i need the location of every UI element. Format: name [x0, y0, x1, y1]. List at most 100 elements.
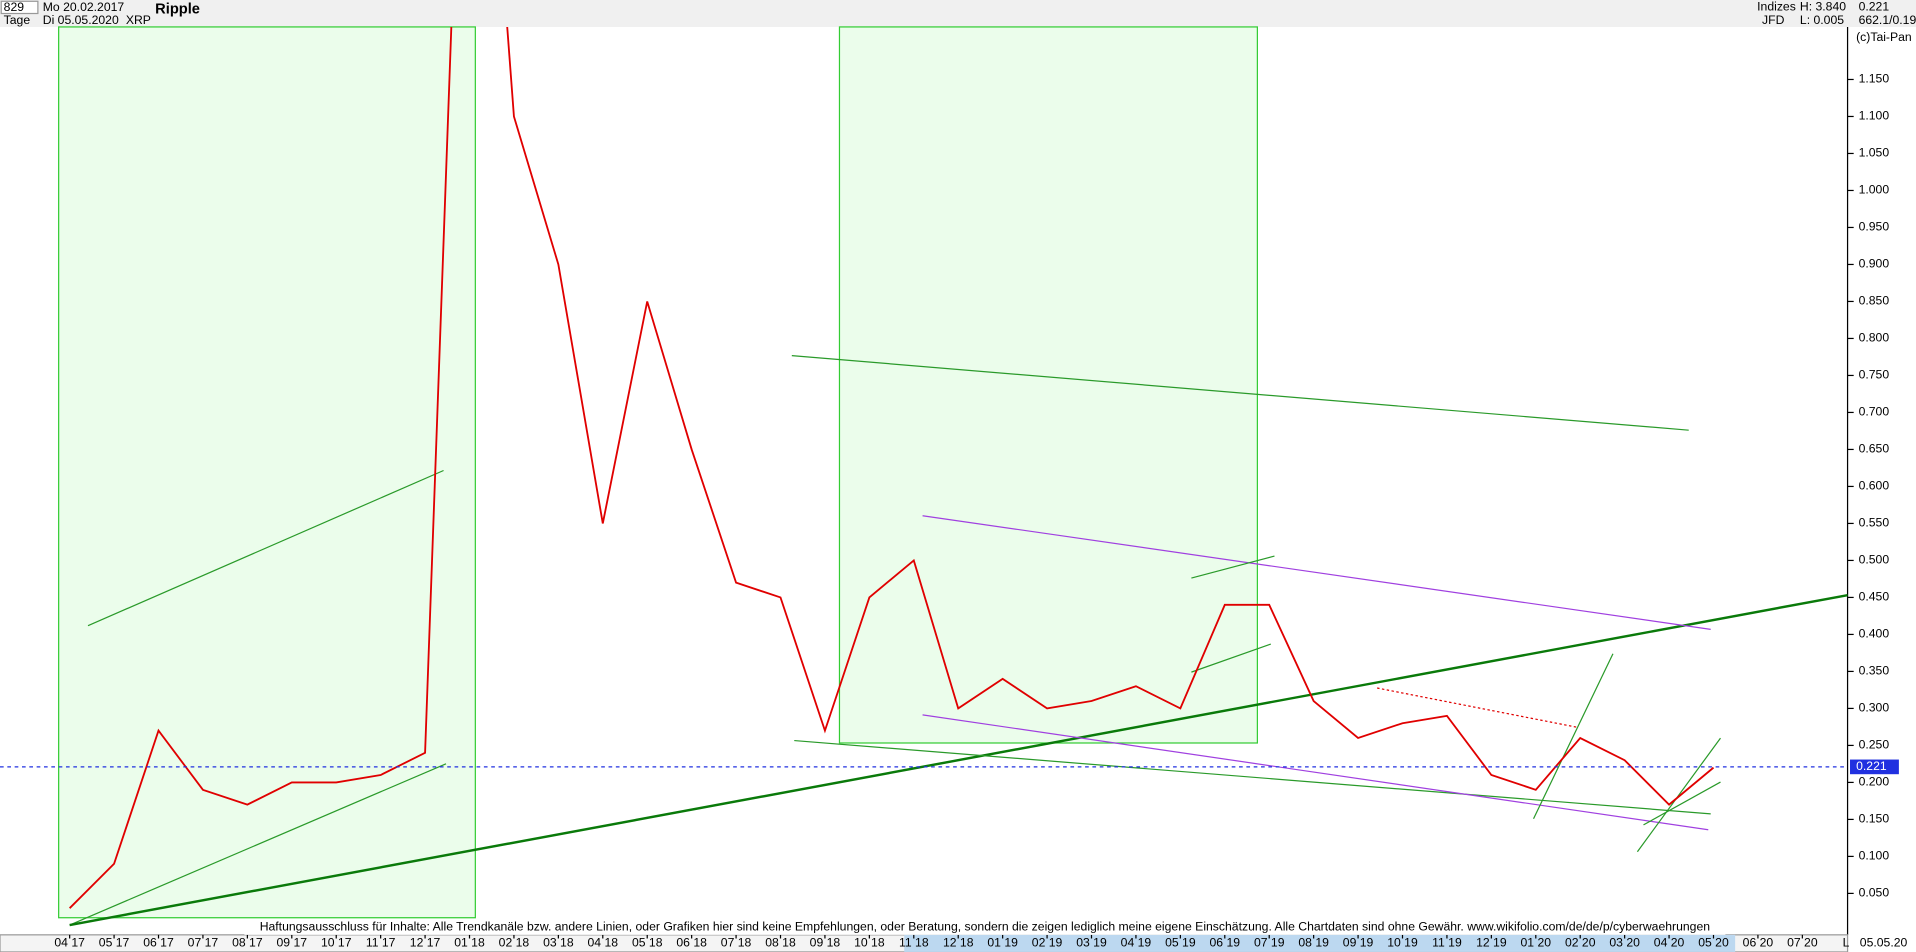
x-tick-label: 11 19	[1432, 936, 1462, 950]
x-tick-label: 01 19	[987, 936, 1018, 950]
x-tick-label: 02 19	[1032, 936, 1063, 950]
y-tick-label: 0.050	[1859, 886, 1890, 900]
trend-line	[791, 355, 1689, 431]
header-bar	[0, 0, 1916, 27]
trend-line	[1643, 781, 1721, 826]
x-tick-label: 04 20	[1654, 936, 1685, 950]
x-tick-label: 06 17	[143, 936, 174, 950]
y-tick-label: 1.150	[1859, 72, 1890, 86]
trend-lines	[69, 355, 1848, 927]
trend-line	[1532, 653, 1614, 820]
x-tick-label: 06 20	[1743, 936, 1774, 950]
end-date: Di 05.05.2020	[43, 13, 119, 27]
y-tick-label: 0.950	[1859, 220, 1890, 234]
source: JFD	[1762, 13, 1785, 27]
x-tick-label: 05 18	[632, 936, 663, 950]
trend-line	[69, 763, 447, 926]
x-tick-label: 11 17	[366, 936, 396, 950]
current-price-label: 0.221	[1856, 759, 1887, 773]
x-tick-label: 01 20	[1521, 936, 1552, 950]
x-tick-label: 07 18	[721, 936, 752, 950]
x-tick-label: 05 19	[1165, 936, 1196, 950]
y-tick-label: 0.750	[1859, 368, 1890, 382]
copyright: (c)Tai-Pan	[1856, 30, 1912, 44]
current-price-box	[1850, 759, 1899, 775]
y-tick-label: 0.500	[1859, 553, 1890, 567]
x-tick-label: 03 20	[1609, 936, 1640, 950]
trend-line	[87, 469, 444, 627]
x-tick-label: 10 18	[854, 936, 885, 950]
x-tick-label: 10 17	[321, 936, 352, 950]
x-tick-label: 09 17	[277, 936, 308, 950]
y-tick-label: 0.450	[1859, 590, 1890, 604]
x-tick-label: 03 19	[1076, 936, 1107, 950]
period[interactable]: Tage	[4, 13, 31, 27]
trend-line	[69, 593, 1848, 927]
x-tick-label: 12 18	[943, 936, 974, 950]
x-tick-label: 04 19	[1121, 936, 1152, 950]
last: 0.221	[1859, 0, 1890, 14]
trend-line	[1191, 555, 1275, 579]
y-tick-label: 0.350	[1859, 664, 1890, 678]
x-tick-label: 07 17	[188, 936, 219, 950]
trend-line	[1191, 643, 1272, 673]
y-tick-label: 0.800	[1859, 331, 1890, 345]
x-tick-label: 05 20	[1698, 936, 1729, 950]
y-tick-label: 0.850	[1859, 294, 1890, 308]
series-group	[69, 26, 1715, 909]
count-box[interactable]	[0, 0, 39, 15]
high: H: 3.840	[1800, 0, 1846, 14]
x-tick-label: 09 19	[1343, 936, 1374, 950]
x-tick-label: 10 19	[1387, 936, 1418, 950]
trend-line	[1377, 687, 1577, 728]
x-tick-label: 02 20	[1565, 936, 1596, 950]
x-axis-highlight	[904, 934, 1736, 952]
x-tick-label: 08 17	[232, 936, 263, 950]
x-tick-label: 06 18	[676, 936, 707, 950]
last-date: 05.05.20	[1860, 936, 1908, 950]
x-tick-label: 11 18	[899, 936, 929, 950]
x-tick-label: 03 18	[543, 936, 574, 950]
x-tick-label: 01 18	[454, 936, 485, 950]
y-tick-label: 0.250	[1859, 738, 1890, 752]
y-tick-label: 0.300	[1859, 701, 1890, 715]
symbol: XRP	[126, 13, 151, 27]
footer-bg	[244, 920, 1726, 935]
y-tick-label: 1.100	[1859, 109, 1890, 123]
trend-line	[1636, 737, 1721, 853]
title: Ripple	[155, 2, 200, 18]
x-tick-label: 06 19	[1210, 936, 1241, 950]
group: Indizes	[1757, 0, 1796, 14]
x-tick-label: 08 19	[1298, 936, 1329, 950]
y-tick-label: 1.050	[1859, 146, 1890, 160]
x-tick-label: 05 17	[99, 936, 130, 950]
low: L: 0.005	[1800, 13, 1844, 27]
x-tick-label: 04 18	[588, 936, 619, 950]
x-tick-label: 12 19	[1476, 936, 1507, 950]
range: 662.1/0.19	[1859, 13, 1916, 27]
y-tick-label: 0.150	[1859, 812, 1890, 826]
highlight-box	[58, 26, 476, 919]
scale-mode[interactable]: L	[1843, 936, 1850, 950]
x-tick-label: 07 19	[1254, 936, 1285, 950]
x-tick-label: 09 18	[810, 936, 841, 950]
x-tick-label: 02 18	[499, 936, 530, 950]
disclaimer: Haftungsausschluss für Inhalte: Alle Tre…	[260, 920, 1710, 934]
y-tick-label: 1.000	[1859, 183, 1890, 197]
trend-line	[922, 714, 1709, 831]
x-tick-label: 08 18	[765, 936, 796, 950]
y-tick-label: 0.200	[1859, 775, 1890, 789]
count[interactable]: 829	[4, 0, 25, 14]
price-line	[69, 26, 1715, 909]
y-tick-label: 0.100	[1859, 849, 1890, 863]
start-date: Mo 20.02.2017	[43, 0, 125, 14]
x-tick-label: 04 17	[54, 936, 85, 950]
trend-line	[922, 515, 1711, 630]
y-tick-label: 0.900	[1859, 257, 1890, 271]
y-tick-label: 0.400	[1859, 627, 1890, 641]
y-tick-label: 0.550	[1859, 516, 1890, 530]
x-tick-label: 12 17	[410, 936, 441, 950]
y-tick-label: 0.700	[1859, 405, 1890, 419]
